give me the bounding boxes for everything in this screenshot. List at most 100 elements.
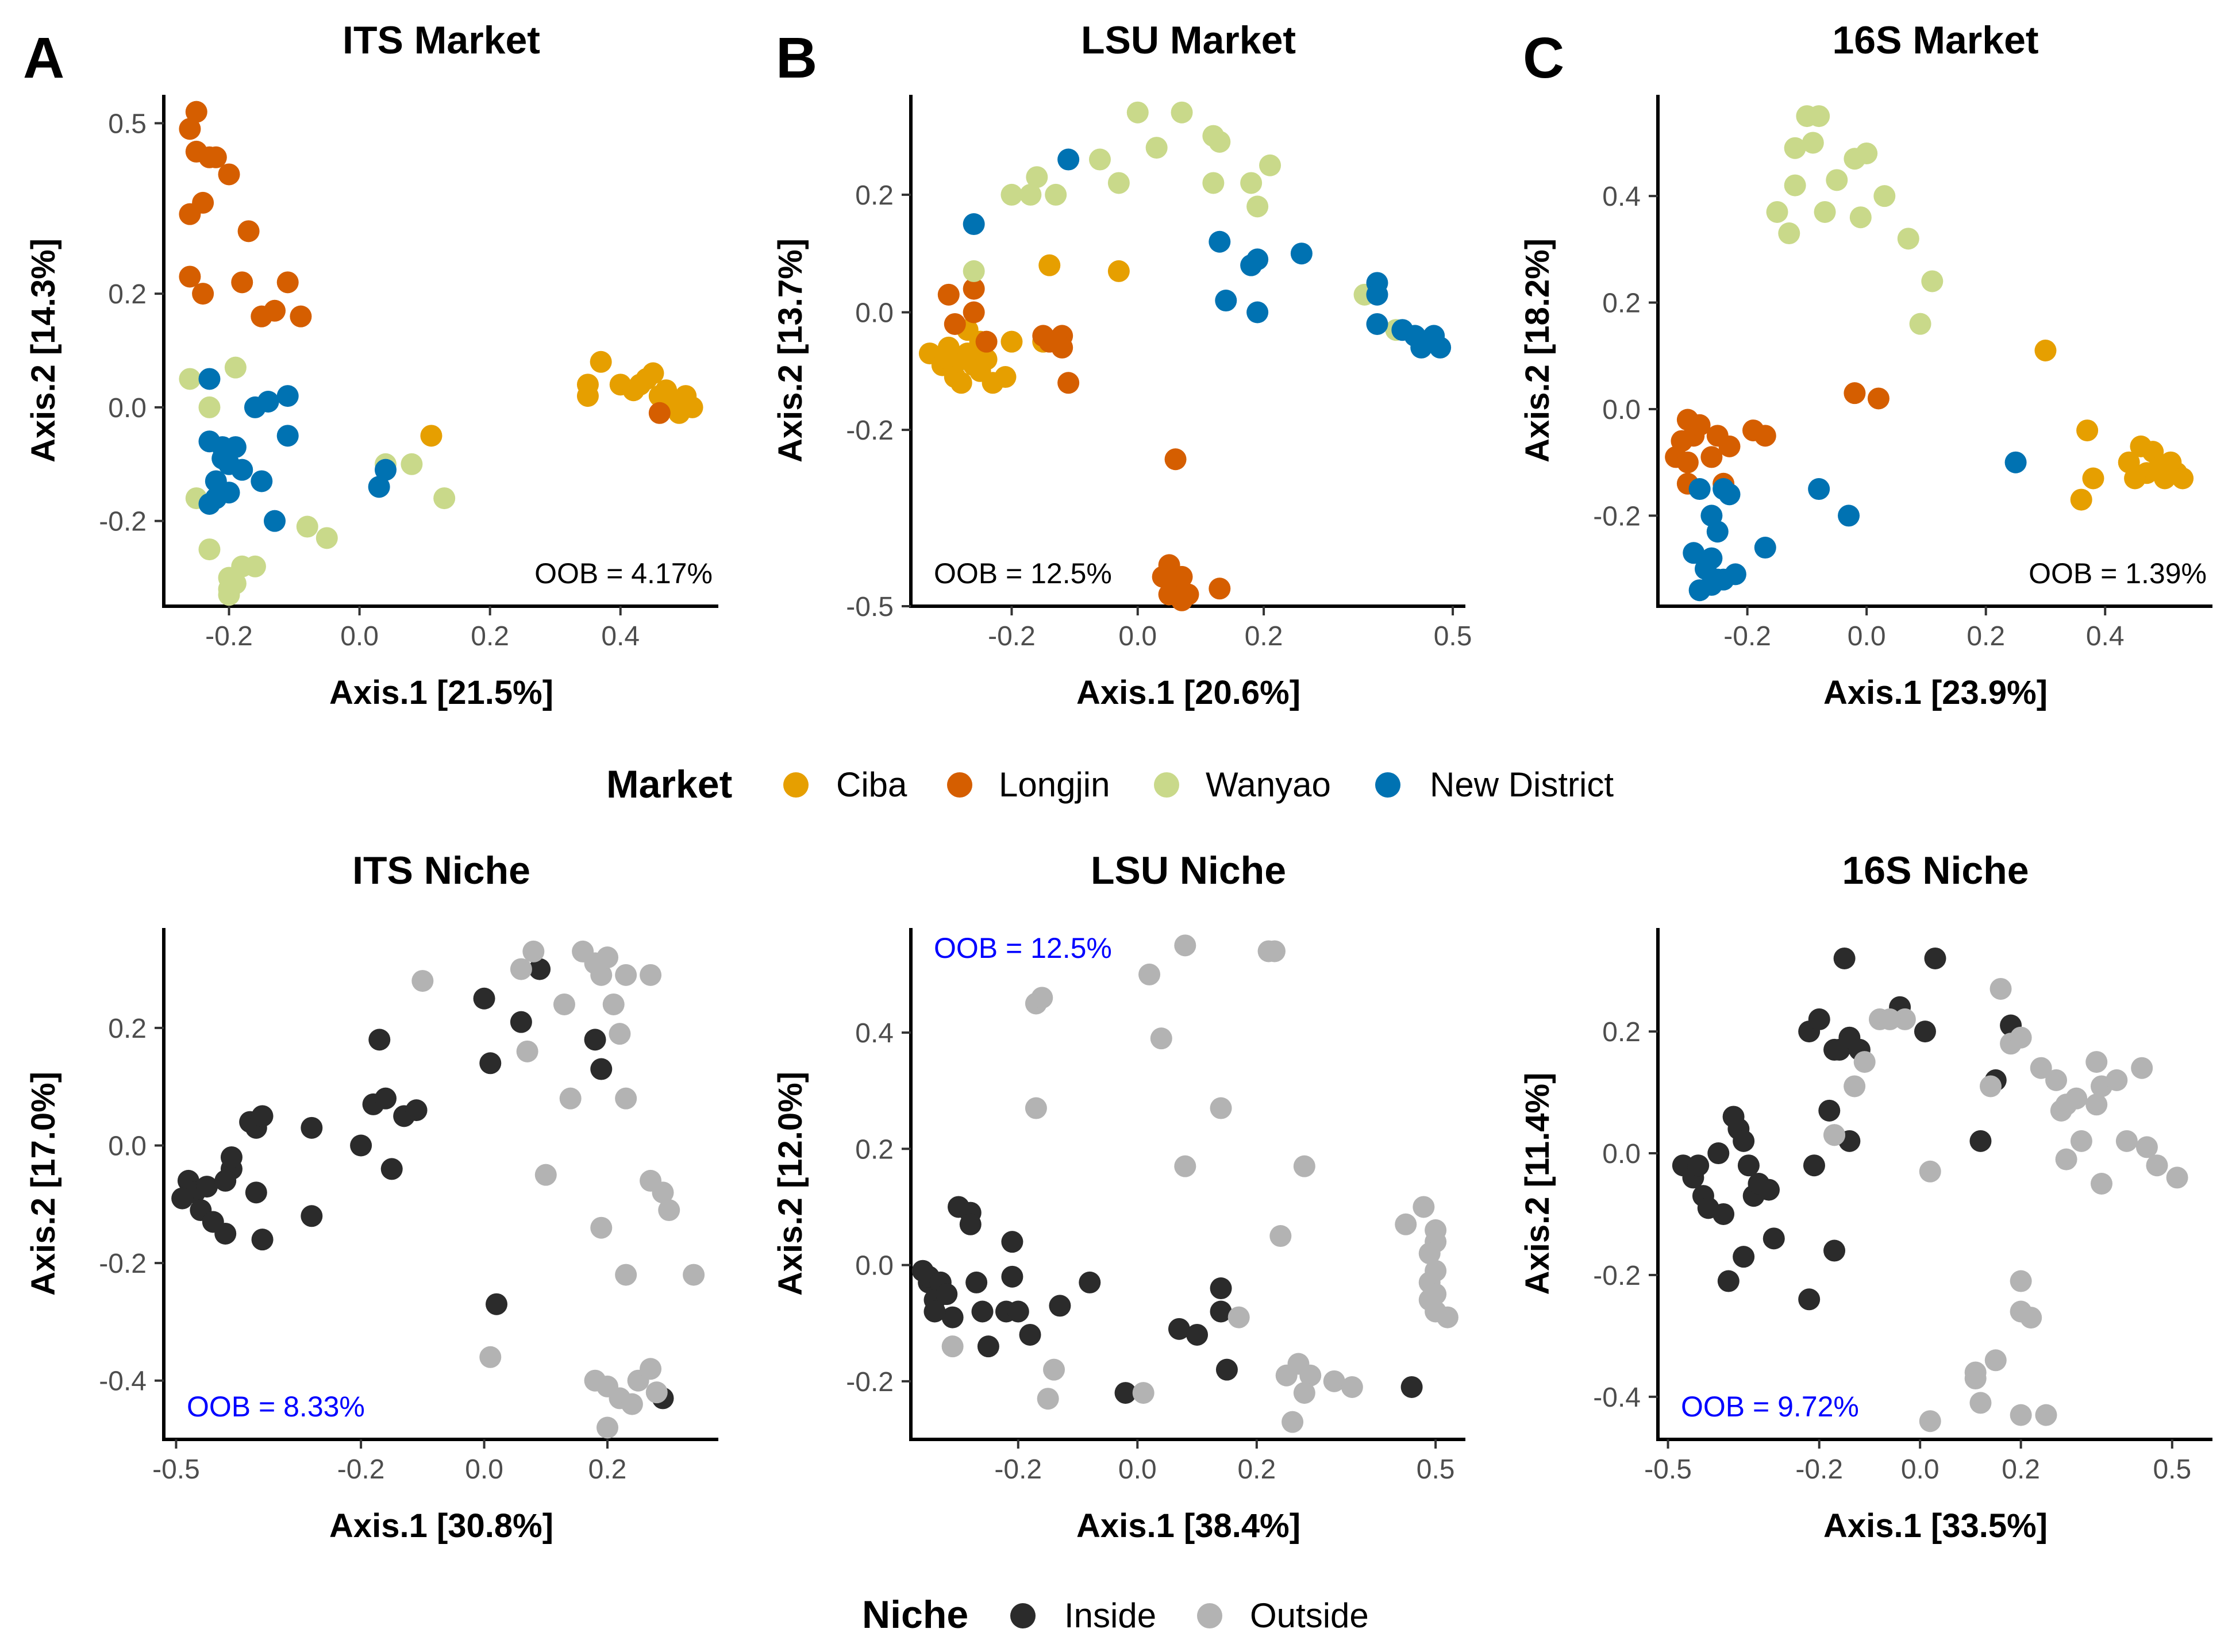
point-outside <box>2135 1136 2158 1158</box>
x-tick-label: 0.4 <box>2086 621 2125 652</box>
point-new-district <box>1215 290 1237 312</box>
point-inside <box>941 1306 964 1328</box>
x-tick-label: 0.2 <box>588 1454 627 1485</box>
point-outside <box>602 993 625 1015</box>
x-tick-label: 0.0 <box>1848 621 1886 652</box>
point-outside <box>1395 1213 1417 1235</box>
point-inside <box>245 1181 267 1204</box>
point-outside <box>640 964 662 986</box>
point-inside <box>375 1087 397 1110</box>
point-longjin <box>944 313 966 335</box>
point-inside <box>510 1011 532 1033</box>
point-new-district <box>1290 242 1313 265</box>
y-tick-label: 0.4 <box>855 1018 894 1049</box>
x-axis-label: Axis.1 [38.4%] <box>1076 1507 1300 1545</box>
point-outside <box>2045 1069 2068 1091</box>
series-outside <box>941 934 1459 1433</box>
point-inside <box>1833 947 1856 969</box>
point-longjin <box>192 283 214 305</box>
series-longjin <box>1665 382 1889 495</box>
point-ciba <box>1000 330 1023 353</box>
point-longjin <box>192 191 214 214</box>
point-inside <box>1707 1142 1730 1165</box>
x-tick-label: 0.0 <box>465 1454 503 1485</box>
point-new-district <box>1838 505 1860 527</box>
point-outside <box>1919 1410 1941 1432</box>
point-wanyao <box>198 538 221 561</box>
point-outside <box>1299 1364 1322 1387</box>
point-inside <box>1733 1246 1755 1268</box>
point-outside <box>2166 1166 2188 1189</box>
point-longjin <box>290 305 312 328</box>
point-outside <box>1919 1160 1941 1183</box>
point-inside <box>1114 1382 1137 1404</box>
point-inside <box>529 958 551 980</box>
point-longjin <box>975 330 998 353</box>
point-inside <box>584 1029 606 1051</box>
oob-label: OOB = 12.5% <box>934 932 1112 964</box>
point-inside <box>1687 1154 1710 1177</box>
legend-item-wanyao: Wanyao <box>1154 765 1331 804</box>
point-outside <box>1984 1349 2007 1372</box>
x-tick-label: 0.2 <box>1237 1454 1276 1485</box>
point-longjin <box>179 118 201 140</box>
point-new-district <box>1808 478 1830 500</box>
point-new-district <box>251 470 273 492</box>
point-outside <box>1031 987 1053 1009</box>
oob-label: OOB = 12.5% <box>934 557 1112 590</box>
point-outside <box>2010 1404 2032 1426</box>
x-tick-label: 0.2 <box>1245 621 1283 652</box>
series-outside <box>1823 977 2188 1432</box>
point-ciba <box>950 372 972 394</box>
legend-key-outside <box>1197 1603 1222 1628</box>
point-outside <box>1853 1051 1876 1073</box>
point-new-district <box>264 510 286 532</box>
point-inside <box>350 1134 372 1157</box>
point-inside <box>1210 1300 1232 1323</box>
series-new-district <box>963 148 1452 359</box>
point-inside <box>1079 1271 1101 1293</box>
y-tick-label: 0.2 <box>108 1014 147 1044</box>
x-tick-label: 0.4 <box>601 621 640 652</box>
panel-letter: A <box>23 26 64 90</box>
point-inside <box>1186 1323 1209 1346</box>
y-tick-label: 0.0 <box>108 1131 147 1162</box>
legend-label-inside: Inside <box>1064 1596 1156 1635</box>
niche-legend: Niche Inside Outside <box>862 1593 1369 1636</box>
point-inside <box>1210 1277 1232 1300</box>
point-ciba <box>576 385 599 407</box>
point-inside <box>251 1105 274 1127</box>
point-outside <box>516 1040 538 1062</box>
point-outside <box>2091 1173 2112 1195</box>
legend-label-ciba: Ciba <box>836 765 907 804</box>
panel-title: 16S Market <box>1832 18 2038 62</box>
point-inside <box>965 1271 988 1293</box>
point-ciba <box>994 366 1017 388</box>
legend-key-wanyao <box>1154 772 1179 798</box>
point-new-district <box>276 385 299 407</box>
point-outside <box>1037 1388 1059 1410</box>
point-outside <box>1341 1376 1363 1398</box>
market-legend: Market Ciba Longjin Wanyao New District <box>606 763 1614 806</box>
point-wanyao <box>198 396 221 418</box>
point-outside <box>1293 1155 1315 1177</box>
x-tick-label: 0.2 <box>2002 1454 2040 1485</box>
point-outside <box>1227 1306 1250 1328</box>
point-ciba <box>1107 260 1130 282</box>
x-axis-label: Axis.1 [21.5%] <box>329 674 553 711</box>
y-tick-label: -0.2 <box>1593 501 1641 532</box>
panel-title: LSU Niche <box>1091 849 1286 892</box>
point-wanyao <box>1145 137 1168 159</box>
point-ciba <box>420 425 442 447</box>
lsu-niche-panel: LSU Niche Axis.1 [38.4%] Axis.2 [12.0%] … <box>772 849 1465 1545</box>
point-wanyao <box>401 453 423 475</box>
point-outside <box>1989 977 2012 1000</box>
y-axis-label: Axis.2 [13.7%] <box>772 238 809 463</box>
point-inside <box>971 1300 994 1323</box>
point-wanyao <box>296 515 318 538</box>
point-wanyao <box>1808 105 1830 128</box>
point-ciba <box>975 348 998 371</box>
point-outside <box>1263 940 1286 962</box>
point-wanyao <box>1873 185 1896 207</box>
